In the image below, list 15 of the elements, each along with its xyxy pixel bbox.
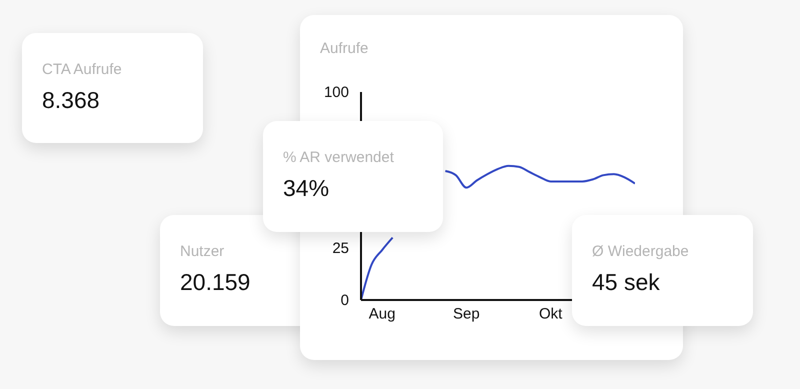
text: CTA Aufrufe: [42, 61, 122, 78]
text: Nutzer: [180, 243, 224, 260]
text: 34%: [283, 175, 330, 202]
x-tick-label: Aug: [368, 306, 396, 323]
annotation: 45 sek: [592, 269, 660, 296]
y-tick-label: 100: [324, 84, 349, 101]
x-tick-label: Sep: [453, 306, 480, 323]
text: Ø Wiedergabe: [592, 243, 689, 260]
y-tick-label: 0: [340, 292, 349, 309]
text: 8.368: [42, 87, 100, 114]
text: 20.159: [180, 269, 250, 296]
text: % AR verwendet: [283, 149, 394, 166]
x-tick-label: Okt: [539, 306, 564, 323]
chart-title: Aufrufe: [320, 40, 368, 57]
y-tick-label: 25: [332, 240, 349, 257]
